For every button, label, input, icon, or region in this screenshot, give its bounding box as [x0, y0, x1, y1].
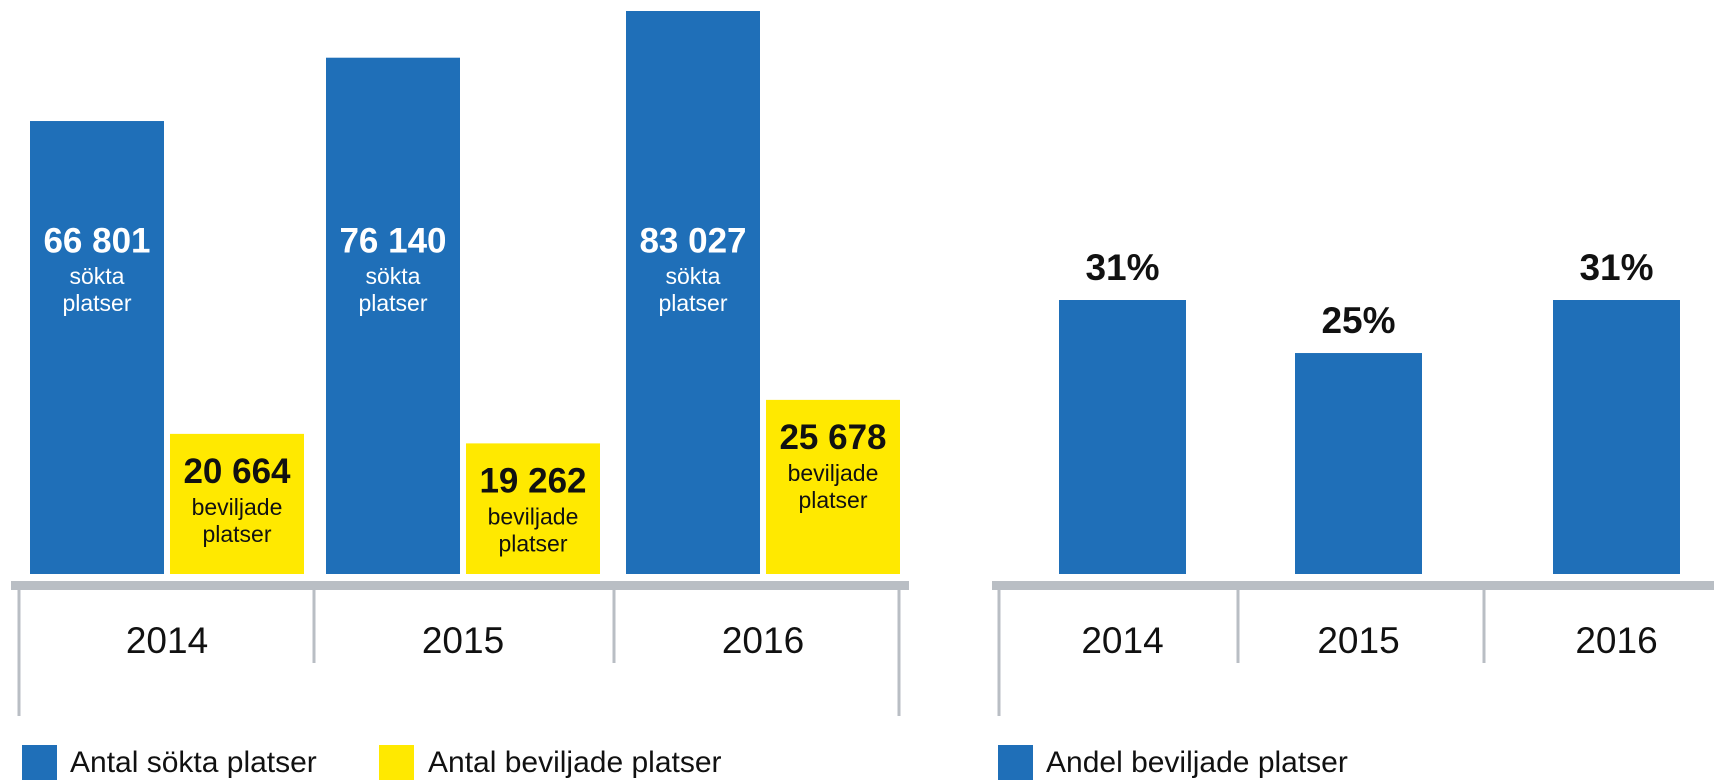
bar: [30, 121, 164, 574]
x-tick-label: 2015: [1317, 620, 1399, 661]
bar-text: beviljade: [488, 503, 579, 529]
bar: [326, 57, 460, 574]
legend-label: Andel beviljade platser: [1046, 746, 1348, 779]
legend-swatch: [998, 745, 1033, 780]
bar-text: sökta: [366, 263, 421, 289]
x-axis: [992, 581, 1714, 590]
bar-text: beviljade: [192, 494, 283, 520]
value-label: 76 140: [339, 221, 446, 260]
bar: [766, 399, 900, 574]
bar-text: platser: [202, 521, 271, 547]
x-tick-label: 2014: [126, 620, 208, 661]
divider: [997, 590, 1001, 716]
divider: [17, 590, 21, 716]
x-axis: [11, 581, 909, 590]
x-tick-label: 2016: [722, 620, 804, 661]
value-label: 31%: [1579, 247, 1653, 288]
bar-text: platser: [798, 487, 867, 513]
bar-text: platser: [62, 290, 131, 316]
bar: [1059, 300, 1186, 574]
divider: [1236, 590, 1240, 663]
bar: [170, 433, 304, 574]
bar-text: sökta: [70, 263, 125, 289]
x-tick-label: 2016: [1575, 620, 1657, 661]
bar: [466, 443, 600, 574]
legend-label: Antal sökta platser: [70, 746, 317, 779]
divider: [897, 590, 901, 716]
value-label: 25 678: [779, 418, 886, 457]
bar: [1295, 353, 1422, 574]
value-label: 83 027: [639, 221, 746, 260]
bar-text: platser: [658, 290, 727, 316]
legend-swatch: [379, 745, 414, 780]
value-label: 20 664: [183, 452, 291, 491]
legend-swatch: [22, 745, 57, 780]
bar: [626, 11, 760, 574]
bar-text: platser: [498, 530, 567, 556]
bar-text: sökta: [666, 263, 721, 289]
bar-text: beviljade: [788, 460, 879, 486]
divider: [612, 590, 616, 663]
value-label: 25%: [1321, 300, 1395, 341]
value-label: 31%: [1085, 247, 1159, 288]
x-tick-label: 2015: [422, 620, 504, 661]
value-label: 66 801: [43, 221, 150, 260]
value-label: 19 262: [479, 462, 586, 501]
legend-label: Antal beviljade platser: [428, 746, 722, 779]
divider: [1482, 590, 1486, 663]
divider: [312, 590, 316, 663]
bar-text: platser: [358, 290, 427, 316]
x-tick-label: 2014: [1081, 620, 1163, 661]
bar: [1553, 300, 1680, 574]
